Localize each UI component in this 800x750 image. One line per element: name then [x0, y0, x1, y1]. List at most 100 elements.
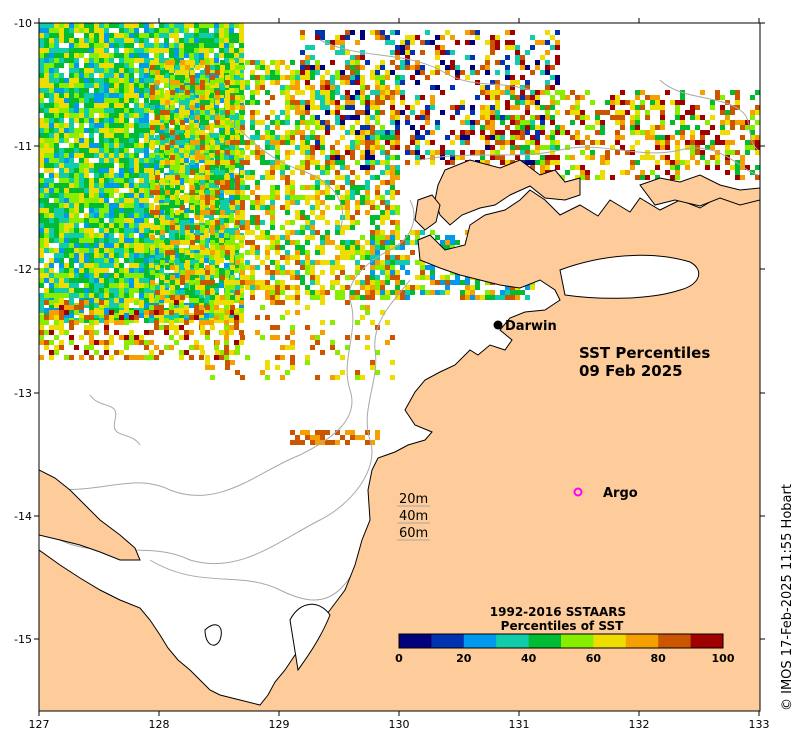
sst-pixel	[124, 73, 129, 78]
sst-pixel	[39, 303, 44, 308]
sst-pixel	[220, 60, 225, 65]
sst-pixel	[700, 140, 705, 145]
sst-pixel	[605, 160, 610, 165]
sst-pixel	[39, 228, 44, 233]
sst-pixel	[139, 313, 144, 318]
sst-pixel	[104, 178, 109, 183]
sst-pixel	[470, 110, 475, 115]
sst-pixel	[235, 195, 240, 200]
sst-pixel	[124, 158, 129, 163]
sst-pixel	[285, 130, 290, 135]
sst-pixel	[340, 225, 345, 230]
sst-pixel	[635, 125, 640, 130]
sst-pixel	[155, 190, 160, 195]
sst-pixel	[445, 150, 450, 155]
sst-pixel	[204, 203, 209, 208]
sst-pixel	[94, 278, 99, 283]
sst-pixel	[159, 325, 164, 330]
sst-pixel	[425, 110, 430, 115]
sst-pixel	[139, 308, 144, 313]
sst-pixel	[219, 218, 224, 223]
sst-pixel	[520, 150, 525, 155]
sst-pixel	[99, 288, 104, 293]
sst-pixel	[184, 133, 189, 138]
sst-pixel	[485, 85, 490, 90]
sst-pixel	[195, 195, 200, 200]
sst-pixel	[345, 190, 350, 195]
sst-pixel	[270, 260, 275, 265]
sst-pixel	[64, 313, 69, 318]
sst-pixel	[99, 153, 104, 158]
sst-pixel	[170, 225, 175, 230]
sst-pixel	[89, 28, 94, 33]
sst-pixel	[440, 275, 445, 280]
sst-pixel	[129, 335, 134, 340]
sst-pixel	[510, 95, 515, 100]
sst-pixel	[260, 195, 265, 200]
sst-pixel	[510, 150, 515, 155]
sst-pixel	[215, 90, 220, 95]
sst-pixel	[229, 123, 234, 128]
sst-pixel	[44, 340, 49, 345]
sst-pixel	[209, 83, 214, 88]
sst-pixel	[69, 335, 74, 340]
sst-pixel	[74, 283, 79, 288]
sst-pixel	[265, 295, 270, 300]
sst-pixel	[545, 40, 550, 45]
sst-pixel	[645, 95, 650, 100]
sst-pixel	[490, 130, 495, 135]
sst-pixel	[89, 103, 94, 108]
sst-pixel	[205, 265, 210, 270]
sst-pixel	[180, 75, 185, 80]
sst-pixel	[215, 95, 220, 100]
sst-pixel	[355, 240, 360, 245]
sst-pixel	[240, 195, 245, 200]
sst-pixel	[44, 73, 49, 78]
sst-pixel	[280, 85, 285, 90]
sst-pixel	[365, 155, 370, 160]
sst-pixel	[275, 245, 280, 250]
sst-pixel	[214, 43, 219, 48]
sst-pixel	[385, 260, 390, 265]
sst-pixel	[114, 263, 119, 268]
sst-pixel	[214, 315, 219, 320]
sst-pixel	[94, 143, 99, 148]
sst-pixel	[305, 135, 310, 140]
sst-pixel	[355, 90, 360, 95]
sst-pixel	[144, 23, 149, 28]
sst-pixel	[275, 125, 280, 130]
sst-pixel	[290, 75, 295, 80]
sst-pixel	[370, 295, 375, 300]
sst-pixel	[180, 185, 185, 190]
sst-pixel	[99, 258, 104, 263]
sst-pixel	[209, 98, 214, 103]
sst-pixel	[555, 160, 560, 165]
sst-pixel	[54, 68, 59, 73]
sst-pixel	[54, 43, 59, 48]
sst-pixel	[129, 203, 134, 208]
sst-pixel	[69, 238, 74, 243]
sst-pixel	[89, 148, 94, 153]
sst-pixel	[139, 38, 144, 43]
sst-pixel	[750, 125, 755, 130]
sst-pixel	[139, 83, 144, 88]
sst-pixel	[385, 265, 390, 270]
sst-pixel	[525, 65, 530, 70]
sst-pixel	[255, 185, 260, 190]
sst-pixel	[420, 285, 425, 290]
sst-pixel	[325, 90, 330, 95]
sst-pixel	[440, 155, 445, 160]
sst-pixel	[79, 38, 84, 43]
sst-pixel	[94, 48, 99, 53]
sst-pixel	[645, 130, 650, 135]
sst-pixel	[205, 65, 210, 70]
sst-pixel	[59, 88, 64, 93]
sst-pixel	[345, 130, 350, 135]
sst-pixel	[64, 28, 69, 33]
sst-pixel	[315, 30, 320, 35]
sst-pixel	[104, 248, 109, 253]
sst-pixel	[150, 235, 155, 240]
sst-pixel	[104, 108, 109, 113]
sst-pixel	[235, 205, 240, 210]
sst-pixel	[84, 173, 89, 178]
